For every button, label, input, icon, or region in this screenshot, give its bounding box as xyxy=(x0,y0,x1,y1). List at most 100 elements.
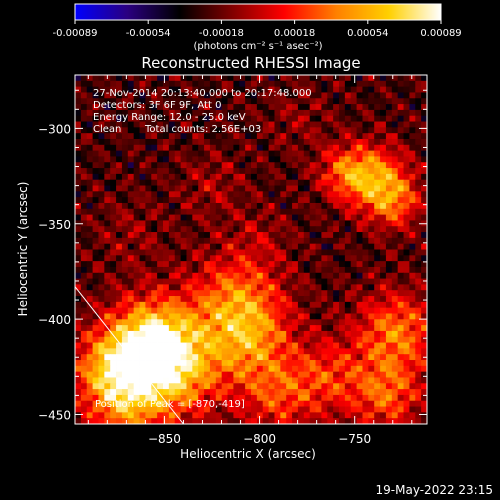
heatmap-cell xyxy=(421,249,427,256)
heatmap-cell xyxy=(256,354,264,361)
heatmap-cell xyxy=(75,418,82,424)
heatmap-cell xyxy=(104,290,111,297)
heatmap-cell xyxy=(151,354,158,361)
heatmap-cell xyxy=(339,330,346,338)
heatmap-cell xyxy=(104,168,111,175)
heatmap-cell xyxy=(245,389,252,396)
heatmap-cell xyxy=(127,412,135,419)
heatmap-cell xyxy=(192,104,199,111)
heatmap-cell xyxy=(186,365,193,373)
heatmap-cell xyxy=(397,226,404,233)
heatmap-cell xyxy=(321,208,328,215)
heatmap-cell xyxy=(121,214,129,221)
heatmap-cell xyxy=(110,412,117,419)
heatmap-cell xyxy=(403,115,410,122)
heatmap-cell xyxy=(168,389,176,396)
heatmap-cell xyxy=(274,80,281,88)
heatmap-cell xyxy=(297,296,305,303)
heatmap-cell xyxy=(339,249,346,256)
heatmap-cell xyxy=(145,92,152,99)
heatmap-cell xyxy=(168,394,176,402)
heatmap-cell xyxy=(280,389,287,396)
heatmap-cell xyxy=(233,400,240,407)
heatmap-cell xyxy=(380,342,387,349)
heatmap-cell xyxy=(321,232,328,239)
heatmap-cell xyxy=(104,109,111,117)
heatmap-cell xyxy=(385,168,393,175)
heatmap-cell xyxy=(292,400,299,407)
heatmap-cell xyxy=(362,232,369,239)
heatmap-cell xyxy=(145,406,152,413)
heatmap-cell xyxy=(362,109,369,117)
heatmap-cell xyxy=(215,266,223,274)
heatmap-cell xyxy=(174,75,181,82)
heatmap-cell xyxy=(75,360,82,367)
heatmap-cell xyxy=(180,249,187,256)
heatmap-cell xyxy=(315,197,322,204)
heatmap-cell xyxy=(292,75,299,82)
heatmap-cell xyxy=(221,336,228,343)
heatmap-cell xyxy=(215,418,223,424)
heatmap-cell xyxy=(127,197,135,204)
heatmap-cell xyxy=(174,406,181,413)
heatmap-cell xyxy=(110,232,117,239)
heatmap-cell xyxy=(245,104,252,111)
heatmap-cell xyxy=(339,133,346,140)
heatmap-cell xyxy=(321,336,328,343)
heatmap-cell xyxy=(409,377,416,384)
heatmap-cell xyxy=(92,162,99,169)
heatmap-cell xyxy=(92,412,99,419)
heatmap-cell xyxy=(204,389,211,396)
heatmap-cell xyxy=(374,389,381,396)
heatmap-cell xyxy=(168,115,176,122)
heatmap-cell xyxy=(110,377,117,384)
heatmap-cell xyxy=(397,232,404,239)
heatmap-cell xyxy=(303,80,311,88)
heatmap-cell xyxy=(380,296,387,303)
heatmap-cell xyxy=(86,249,93,256)
heatmap-cell xyxy=(192,220,199,227)
heatmap-cell xyxy=(245,255,252,262)
heatmap-cell xyxy=(80,173,88,181)
heatmap-cell xyxy=(204,98,211,105)
heatmap-cell xyxy=(333,237,340,245)
heatmap-cell xyxy=(297,284,305,291)
heatmap-cell xyxy=(110,418,117,424)
heatmap-cell xyxy=(163,109,170,117)
heatmap-cell xyxy=(333,389,340,396)
heatmap-cell xyxy=(344,412,352,419)
heatmap-cell xyxy=(374,412,381,419)
heatmap-cell xyxy=(233,173,240,181)
heatmap-cell xyxy=(186,138,193,146)
heatmap-cell xyxy=(380,202,387,210)
heatmap-cell xyxy=(75,290,82,297)
heatmap-cell xyxy=(227,232,234,239)
heatmap-cell xyxy=(315,336,322,343)
heatmap-cell xyxy=(80,418,88,424)
heatmap-cell xyxy=(245,249,252,256)
heatmap-cell xyxy=(415,232,422,239)
heatmap-cell xyxy=(227,406,234,413)
heatmap-cell xyxy=(368,406,375,413)
heatmap-cell xyxy=(139,307,146,314)
heatmap-cell xyxy=(127,202,135,210)
heatmap-cell xyxy=(227,220,234,227)
heatmap-cell xyxy=(133,418,140,424)
heatmap-cell xyxy=(380,301,387,309)
heatmap-cell xyxy=(198,121,205,128)
heatmap-cell xyxy=(221,371,228,378)
heatmap-cell xyxy=(303,272,311,279)
heatmap-cell xyxy=(321,342,328,349)
heatmap-cell xyxy=(215,330,223,338)
heatmap-cell xyxy=(368,272,375,279)
heatmap-cell xyxy=(151,144,158,152)
heatmap-cell xyxy=(215,272,223,279)
heatmap-cell xyxy=(315,330,322,338)
heatmap-cell xyxy=(139,348,146,355)
heatmap-cell xyxy=(327,266,334,274)
heatmap-cell xyxy=(350,284,357,291)
heatmap-cell xyxy=(262,92,269,99)
heatmap-cell xyxy=(391,354,399,361)
heatmap-cell xyxy=(163,389,170,396)
heatmap-cell xyxy=(297,249,305,256)
